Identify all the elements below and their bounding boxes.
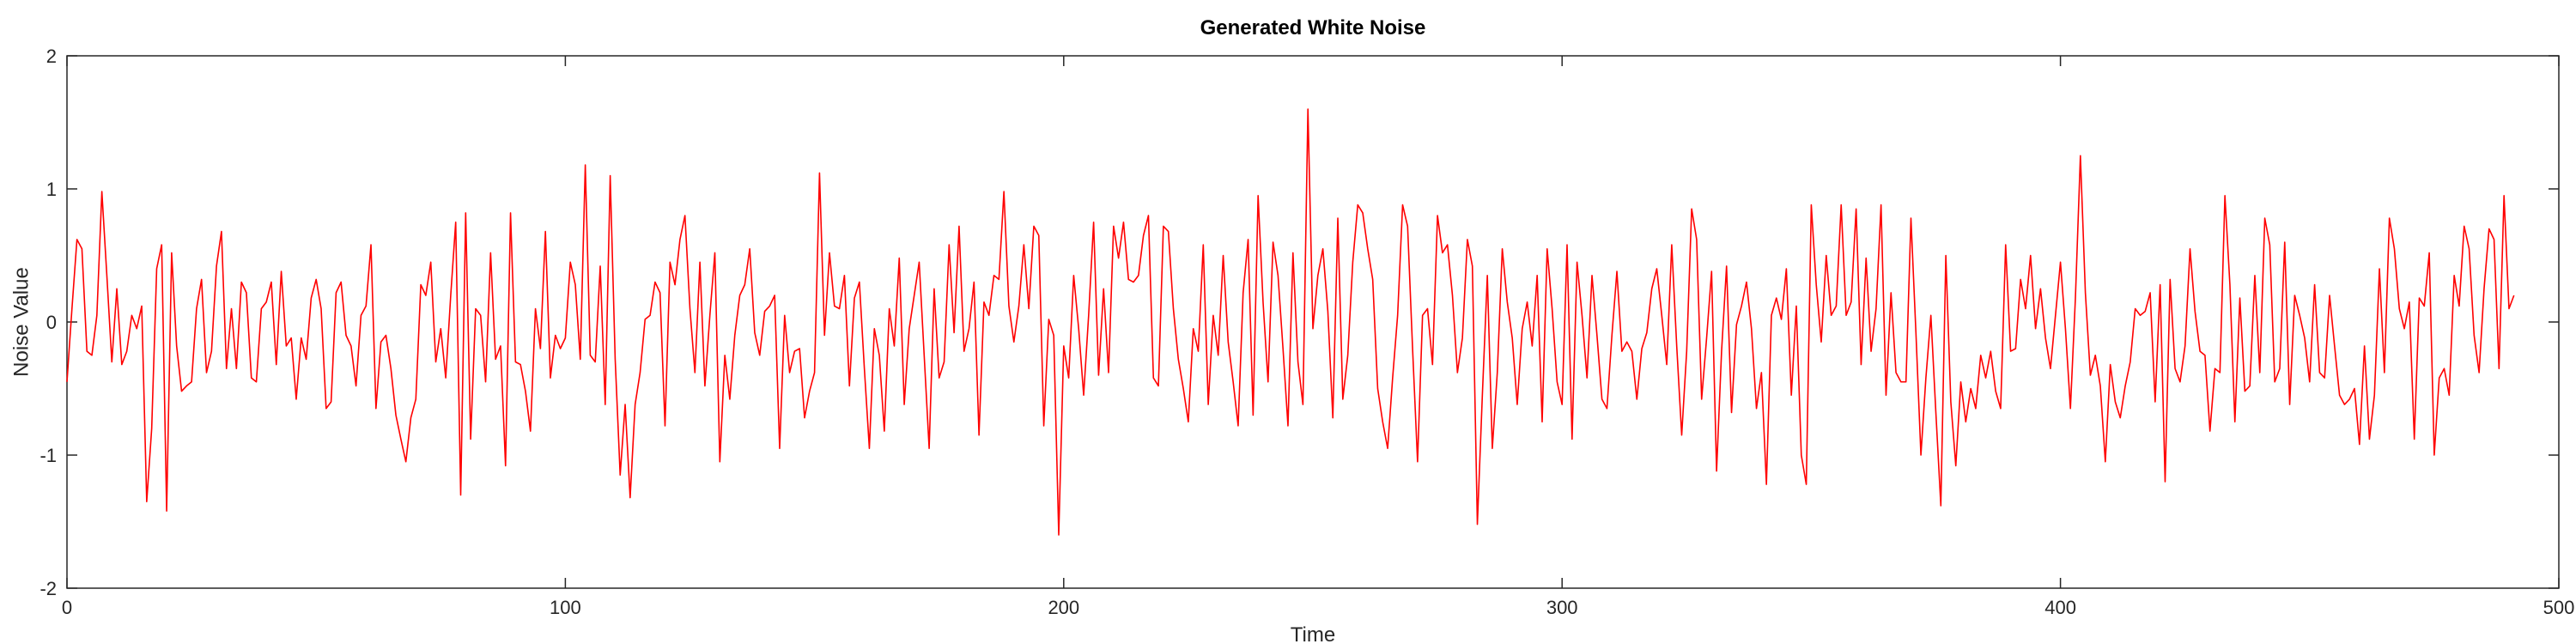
- x-tick-label: 100: [550, 597, 581, 618]
- y-tick-label: 2: [46, 46, 57, 67]
- series-layer: [66, 108, 2515, 536]
- axis-ticks: [66, 55, 2560, 589]
- y-tick-label: -1: [39, 445, 57, 466]
- y-tick-label: 1: [46, 179, 57, 200]
- x-tick-label: 400: [2044, 597, 2076, 618]
- x-tick-label: 0: [62, 597, 72, 618]
- series-line: [66, 108, 2515, 536]
- chart-title: Generated White Noise: [1200, 16, 1426, 39]
- x-axis-label: Time: [1291, 623, 1335, 644]
- axis-tick-labels: 0 100 200 300 400 500 -2 -1 0 1 2: [39, 46, 2574, 618]
- y-tick-label: -2: [39, 578, 57, 599]
- y-tick-label: 0: [46, 312, 57, 333]
- x-tick-label: 300: [1546, 597, 1578, 618]
- x-tick-label: 200: [1048, 597, 1079, 618]
- y-axis-label: Noise Value: [9, 267, 33, 377]
- x-tick-label: 500: [2543, 597, 2575, 618]
